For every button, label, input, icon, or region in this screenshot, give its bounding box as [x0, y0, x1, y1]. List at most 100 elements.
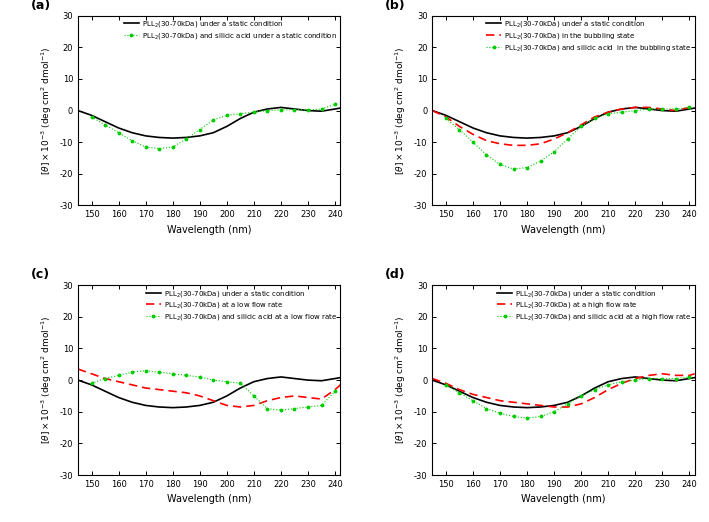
PLL2(30-70kDa) at a low flow rate — [263, 398, 272, 404]
PLL2(30-70kDa) in the bubbling state — [564, 129, 572, 136]
PLL2(30-70kDa) and silicic acid at a high flow rate — [550, 409, 559, 415]
PLL2(30-70kDa) at a low flow rate — [223, 402, 231, 409]
PLL2(30-70kDa) under a static condition — [469, 125, 477, 131]
PLL2(30-70kDa) at a low flow rate — [141, 385, 150, 391]
PLL2(30-70kDa) and silicic acid at a low flow rate — [182, 372, 191, 378]
PLL2(30-70kDa) in the bubbling state — [523, 142, 531, 148]
PLL2(30-70kDa) and silicic acid under a static condition — [303, 107, 312, 113]
PLL2(30-70kDa) at a high flow rate — [618, 380, 626, 386]
PLL2(30-70kDa) under a static condition — [169, 405, 177, 411]
Line: PLL2(30-70kDa) under a static condition: PLL2(30-70kDa) under a static condition — [432, 377, 695, 408]
PLL2(30-70kDa) and silicic acid under a static condition — [277, 107, 285, 113]
PLL2(30-70kDa) and silicic acid at a low flow rate — [331, 388, 340, 394]
PLL2(30-70kDa) and silicic acid  in the bubbling state — [550, 149, 559, 155]
PLL2(30-70kDa) in the bubbling state — [604, 109, 613, 115]
PLL2(30-70kDa) in the bubbling state — [644, 104, 653, 111]
PLL2(30-70kDa) and silicic acid at a low flow rate — [196, 374, 204, 380]
PLL2(30-70kDa) under a static condition — [577, 393, 586, 399]
PLL2(30-70kDa) under a static condition — [496, 133, 504, 139]
PLL2(30-70kDa) under a static condition — [428, 377, 437, 383]
Y-axis label: $[\theta]\times10^{-3}$ (deg cm$^{2}$ dmol$^{-1}$): $[\theta]\times10^{-3}$ (deg cm$^{2}$ dm… — [40, 316, 54, 444]
PLL2(30-70kDa) and silicic acid at a low flow rate — [141, 367, 150, 374]
PLL2(30-70kDa) under a static condition — [263, 106, 272, 112]
X-axis label: Wavelength (nm): Wavelength (nm) — [167, 225, 252, 235]
PLL2(30-70kDa) under a static condition — [428, 108, 437, 114]
PLL2(30-70kDa) under a static condition — [536, 404, 545, 410]
PLL2(30-70kDa) at a high flow rate — [564, 404, 572, 410]
PLL2(30-70kDa) under a static condition — [196, 402, 204, 409]
PLL2(30-70kDa) and silicic acid at a low flow rate — [223, 378, 231, 385]
PLL2(30-70kDa) in the bubbling state — [496, 140, 504, 147]
Line: PLL2(30-70kDa) under a static condition: PLL2(30-70kDa) under a static condition — [78, 108, 340, 138]
PLL2(30-70kDa) at a low flow rate — [182, 389, 191, 396]
PLL2(30-70kDa) under a static condition — [182, 134, 191, 140]
PLL2(30-70kDa) at a high flow rate — [658, 371, 666, 377]
PLL2(30-70kDa) and silicic acid under a static condition — [169, 144, 177, 150]
Line: PLL2(30-70kDa) at a low flow rate: PLL2(30-70kDa) at a low flow rate — [78, 369, 340, 407]
PLL2(30-70kDa) in the bubbling state — [509, 142, 518, 148]
PLL2(30-70kDa) and silicic acid  in the bubbling state — [536, 158, 545, 164]
PLL2(30-70kDa) at a high flow rate — [685, 372, 693, 378]
PLL2(30-70kDa) under a static condition — [209, 399, 218, 406]
PLL2(30-70kDa) under a static condition — [691, 105, 699, 111]
PLL2(30-70kDa) and silicic acid  in the bubbling state — [644, 106, 653, 112]
PLL2(30-70kDa) at a low flow rate — [317, 396, 325, 402]
X-axis label: Wavelength (nm): Wavelength (nm) — [167, 494, 252, 504]
PLL2(30-70kDa) at a high flow rate — [509, 399, 518, 406]
PLL2(30-70kDa) under a static condition — [685, 106, 693, 112]
PLL2(30-70kDa) under a static condition — [550, 402, 559, 409]
PLL2(30-70kDa) and silicic acid  in the bubbling state — [618, 109, 626, 115]
PLL2(30-70kDa) at a low flow rate — [250, 402, 258, 409]
PLL2(30-70kDa) and silicic acid under a static condition — [182, 136, 191, 142]
PLL2(30-70kDa) at a high flow rate — [550, 404, 559, 410]
PLL2(30-70kDa) under a static condition — [263, 375, 272, 382]
Legend: PLL$_2$(30-70kDa) under a static condition, PLL$_2$(30-70kDa) and silicic acid u: PLL$_2$(30-70kDa) under a static conditi… — [122, 17, 339, 43]
PLL2(30-70kDa) and silicic acid under a static condition — [196, 126, 204, 133]
Text: (a): (a) — [30, 0, 51, 12]
X-axis label: Wavelength (nm): Wavelength (nm) — [521, 494, 605, 504]
PLL2(30-70kDa) and silicic acid  in the bubbling state — [604, 111, 613, 117]
PLL2(30-70kDa) under a static condition — [523, 405, 531, 411]
Y-axis label: $[\theta]\times10^{-3}$ (deg cm$^{2}$ dmol$^{-1}$): $[\theta]\times10^{-3}$ (deg cm$^{2}$ dm… — [394, 46, 408, 175]
PLL2(30-70kDa) under a static condition — [182, 404, 191, 410]
PLL2(30-70kDa) and silicic acid  in the bubbling state — [658, 106, 666, 112]
PLL2(30-70kDa) under a static condition — [482, 399, 491, 406]
PLL2(30-70kDa) and silicic acid  in the bubbling state — [482, 152, 491, 158]
PLL2(30-70kDa) under a static condition — [331, 106, 340, 112]
PLL2(30-70kDa) under a static condition — [564, 399, 572, 406]
PLL2(30-70kDa) and silicic acid at a high flow rate — [644, 375, 653, 382]
PLL2(30-70kDa) under a static condition — [618, 375, 626, 382]
PLL2(30-70kDa) and silicic acid under a static condition — [87, 114, 96, 120]
PLL2(30-70kDa) and silicic acid at a low flow rate — [250, 393, 258, 399]
PLL2(30-70kDa) in the bubbling state — [550, 136, 559, 142]
PLL2(30-70kDa) at a high flow rate — [671, 372, 680, 378]
PLL2(30-70kDa) under a static condition — [591, 385, 599, 391]
PLL2(30-70kDa) and silicic acid at a high flow rate — [536, 413, 545, 420]
PLL2(30-70kDa) in the bubbling state — [685, 104, 693, 111]
PLL2(30-70kDa) and silicic acid under a static condition — [250, 109, 258, 115]
PLL2(30-70kDa) under a static condition — [604, 109, 613, 115]
PLL2(30-70kDa) under a static condition — [114, 125, 123, 131]
PLL2(30-70kDa) and silicic acid at a low flow rate — [128, 369, 136, 375]
PLL2(30-70kDa) under a static condition — [618, 106, 626, 112]
Y-axis label: $[\theta]\times10^{-3}$ (deg cm$^{2}$ dmol$^{-1}$): $[\theta]\times10^{-3}$ (deg cm$^{2}$ dm… — [40, 46, 54, 175]
PLL2(30-70kDa) and silicic acid at a high flow rate — [455, 389, 464, 396]
PLL2(30-70kDa) under a static condition — [455, 388, 464, 394]
PLL2(30-70kDa) at a low flow rate — [209, 398, 218, 404]
PLL2(30-70kDa) under a static condition — [290, 375, 298, 382]
PLL2(30-70kDa) in the bubbling state — [577, 122, 586, 128]
PLL2(30-70kDa) in the bubbling state — [455, 123, 464, 129]
PLL2(30-70kDa) under a static condition — [155, 404, 163, 410]
PLL2(30-70kDa) and silicic acid under a static condition — [155, 146, 163, 152]
Line: PLL2(30-70kDa) at a high flow rate: PLL2(30-70kDa) at a high flow rate — [432, 374, 695, 407]
PLL2(30-70kDa) and silicic acid at a high flow rate — [442, 382, 450, 388]
PLL2(30-70kDa) under a static condition — [550, 133, 559, 139]
PLL2(30-70kDa) and silicic acid at a low flow rate — [236, 380, 245, 386]
PLL2(30-70kDa) under a static condition — [250, 378, 258, 385]
PLL2(30-70kDa) and silicic acid  in the bubbling state — [442, 115, 450, 122]
PLL2(30-70kDa) under a static condition — [671, 108, 680, 114]
PLL2(30-70kDa) in the bubbling state — [631, 104, 640, 111]
PLL2(30-70kDa) under a static condition — [236, 385, 245, 391]
PLL2(30-70kDa) and silicic acid  in the bubbling state — [564, 136, 572, 142]
PLL2(30-70kDa) under a static condition — [644, 106, 653, 112]
